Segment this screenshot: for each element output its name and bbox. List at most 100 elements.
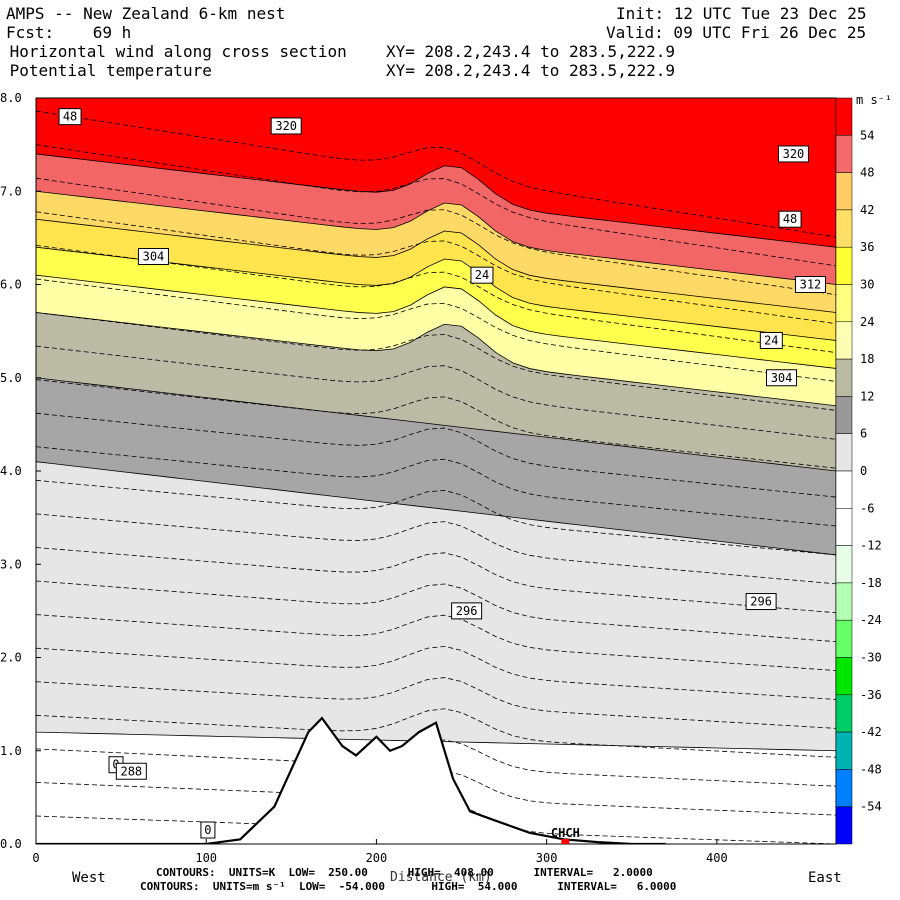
y-axis: 0.0 1.0 2.0 3.0 4.0 5.0 6.0 7.0 8.0	[0, 91, 41, 851]
potential-temperature-contours	[36, 110, 836, 844]
contour-label-304: 304	[766, 369, 798, 387]
isentrope-line	[36, 278, 836, 382]
colorbar-swatch	[835, 806, 853, 845]
colorbar: 54 48 42 36 30 24 18 12 6 0 -6 -12 -18 -24 -30 -36 -42 -4…	[835, 93, 892, 845]
header-line3-left: Horizontal wind along cross section	[0, 42, 347, 61]
colorbar-level-label: 30	[860, 278, 874, 292]
svg-text:304: 304	[771, 371, 793, 385]
isentrope-line	[36, 110, 836, 238]
svg-text:312: 312	[800, 278, 822, 292]
station-marker: CHCH	[551, 826, 580, 844]
contour-labels: 4832032048304243122430429629602880	[58, 108, 826, 839]
colorbar-level-label: -12	[860, 539, 882, 553]
header-line1-right: Init: 12 UTC Tue 23 Dec 25	[616, 4, 867, 23]
colorbar-level-label: 12	[860, 389, 874, 403]
colorbar-swatch	[835, 358, 853, 397]
y-tick-label: 5.0	[0, 371, 22, 385]
colorbar-level-label: -48	[860, 762, 882, 776]
x-tick-label: 200	[366, 851, 388, 865]
colorbar-level-label: 48	[860, 166, 874, 180]
x-tick-label: 0	[32, 851, 39, 865]
colorbar-swatch	[835, 209, 853, 248]
svg-text:0: 0	[204, 823, 211, 837]
x-axis: 0 100 200 300 400	[32, 839, 728, 865]
y-tick-label: 6.0	[0, 278, 22, 292]
x-axis-title: Distance (km)	[390, 870, 492, 885]
station-marker-chch	[561, 839, 570, 844]
y-tick-label: 3.0	[0, 557, 22, 571]
isentrope-line	[36, 580, 836, 643]
isentrope-line	[36, 614, 836, 671]
terrain	[36, 716, 666, 844]
colorbar-swatch	[835, 470, 853, 509]
x-tick-label: 300	[536, 851, 558, 865]
header-line2-right: Valid: 09 UTC Fri 26 Dec 25	[606, 23, 867, 42]
y-tick-label: 2.0	[0, 651, 22, 665]
contour-label-312: 312	[794, 276, 826, 293]
colorbar-level-label: -18	[860, 576, 882, 590]
footer-contours-wind: CONTOURS: UNITS=m s⁻¹ LOW= -54.000 HIGH=…	[140, 880, 677, 893]
isentrope-line	[36, 677, 836, 729]
header-line2-left: Fcst: 69 h	[6, 23, 132, 42]
colorbar-swatch	[835, 694, 853, 733]
isentrope-line	[36, 345, 836, 440]
colorbar-swatch	[835, 582, 853, 621]
isentrope-line	[36, 379, 836, 469]
colorbar-swatch	[835, 396, 853, 434]
colorbar-level-label: 24	[860, 315, 874, 329]
colorbar-swatch	[835, 321, 853, 360]
terrain-fill	[36, 718, 666, 844]
colorbar-swatch	[835, 731, 853, 770]
colorbar-unit-label: m s⁻¹	[856, 93, 892, 107]
svg-text:304: 304	[143, 250, 165, 264]
header-line4-right: XY= 208.2,243.4 to 283.5,222.9	[386, 61, 675, 80]
isentrope-line	[36, 412, 836, 498]
svg-text:296: 296	[456, 604, 478, 618]
wind-band-54+	[36, 98, 836, 248]
isentrope-line	[36, 244, 836, 353]
colorbar-swatch	[835, 135, 853, 173]
colorbar-swatch	[835, 769, 853, 807]
contour-label-320: 320	[270, 117, 302, 135]
colorbar-swatch	[835, 433, 853, 472]
x-tick-label: 100	[195, 851, 217, 865]
colorbar-level-label: -24	[860, 613, 882, 627]
colorbar-level-label: 54	[860, 128, 874, 142]
footer-contours-theta: CONTOURS: UNITS=K LOW= 250.00 HIGH= 408.…	[156, 866, 653, 879]
isentrope-line	[36, 645, 836, 700]
svg-text:24: 24	[475, 268, 489, 282]
isentrope-line	[36, 513, 836, 585]
east-label: East	[808, 870, 842, 886]
colorbar-level-label: 18	[860, 352, 874, 366]
isentrope-line	[36, 177, 836, 296]
colorbar-swatch	[835, 172, 853, 211]
colorbar-level-label: 6	[860, 427, 867, 441]
isentrope-line	[36, 479, 836, 556]
isentrope-line	[36, 708, 836, 758]
isentrope-line	[36, 547, 836, 614]
header-line1-left: AMPS -- New Zealand 6-km nest	[6, 4, 286, 23]
colorbar-level-label: 42	[860, 203, 874, 217]
colorbar-swatch	[835, 97, 853, 136]
y-tick-label: 7.0	[0, 184, 22, 198]
contour-label-296: 296	[745, 593, 777, 611]
isentrope-line	[36, 312, 836, 411]
contour-label-48: 48	[778, 210, 802, 228]
y-tick-label: 1.0	[0, 744, 22, 758]
colorbar-swatch	[835, 246, 853, 285]
contour-label-24: 24	[470, 266, 494, 284]
station-label: CHCH	[551, 826, 580, 840]
isentrope-line	[36, 211, 836, 325]
colorbar-level-label: -36	[860, 688, 882, 702]
isentrope-line	[36, 144, 836, 267]
contour-label-288: 288	[115, 762, 147, 780]
svg-text:296: 296	[750, 595, 772, 609]
x-tick-label: 400	[706, 851, 728, 865]
svg-text:320: 320	[783, 147, 805, 161]
wind-speed-shading	[36, 98, 836, 844]
colorbar-level-label: -42	[860, 725, 882, 739]
y-tick-label: 8.0	[0, 91, 22, 105]
svg-text:288: 288	[120, 764, 142, 778]
colorbar-level-label: -6	[860, 501, 874, 515]
